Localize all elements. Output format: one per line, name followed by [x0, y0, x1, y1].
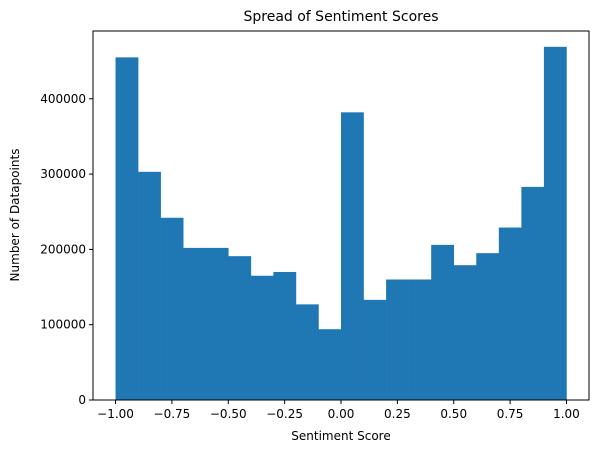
- plot-frame: [92, 30, 590, 401]
- x-tick-label: −0.25: [266, 407, 303, 421]
- x-axis-ticks: −1.00 −0.75 −0.50 −0.25 0.00 0.25 0.50 0.75 1.00: [97, 400, 580, 421]
- x-tick-label: −0.50: [210, 407, 247, 421]
- histogram-bar: [183, 247, 207, 400]
- histogram-bar: [205, 247, 229, 400]
- y-tick-label: 300000: [40, 167, 86, 181]
- histogram-bar: [295, 304, 319, 400]
- histogram-bar: [543, 46, 567, 401]
- histogram-bar: [498, 227, 522, 400]
- histogram-bar: [363, 299, 387, 400]
- bars-group: [115, 46, 567, 401]
- y-tick-label: 400000: [40, 92, 86, 106]
- histogram-bar: [453, 265, 477, 400]
- histogram-bar: [476, 253, 500, 400]
- x-tick-label: 1.00: [553, 407, 580, 421]
- chart-title: Spread of Sentiment Scores: [243, 9, 438, 25]
- y-tick-label: 100000: [40, 318, 86, 332]
- y-tick-label: 0: [78, 393, 86, 407]
- histogram-bar: [386, 279, 409, 400]
- histogram-bar: [160, 217, 184, 400]
- histogram-bar: [521, 186, 545, 400]
- histogram-bar: [228, 256, 252, 400]
- histogram-bar: [431, 244, 455, 400]
- histogram-bar: [250, 275, 274, 400]
- x-axis-label: Sentiment Score: [291, 429, 390, 443]
- histogram-bar: [408, 279, 432, 400]
- x-tick-label: −1.00: [97, 407, 134, 421]
- histogram-bar: [115, 57, 139, 400]
- x-tick-label: 0.25: [384, 407, 411, 421]
- y-axis-label: Number of Datapoints: [8, 149, 22, 282]
- x-tick-label: 0.00: [328, 407, 355, 421]
- histogram-bar: [318, 329, 342, 400]
- histogram-bar: [341, 112, 364, 400]
- x-tick-label: 0.75: [497, 407, 524, 421]
- x-tick-label: −0.75: [154, 407, 191, 421]
- x-tick-label: 0.50: [440, 407, 467, 421]
- y-tick-label: 200000: [40, 242, 86, 256]
- y-axis-ticks: 0 100000 200000 300000 400000: [40, 92, 93, 407]
- histogram-bar: [273, 271, 297, 400]
- histogram-bar: [138, 171, 161, 400]
